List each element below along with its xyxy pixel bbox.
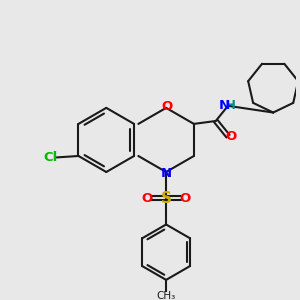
Text: Cl: Cl (43, 151, 57, 164)
Text: O: O (141, 192, 152, 205)
Text: N: N (161, 167, 172, 180)
Text: N: N (218, 99, 230, 112)
Text: O: O (226, 130, 237, 142)
Text: O: O (180, 192, 191, 205)
Text: H: H (225, 99, 235, 112)
Text: O: O (161, 100, 172, 113)
Text: CH₃: CH₃ (157, 291, 176, 300)
Text: S: S (160, 191, 172, 206)
